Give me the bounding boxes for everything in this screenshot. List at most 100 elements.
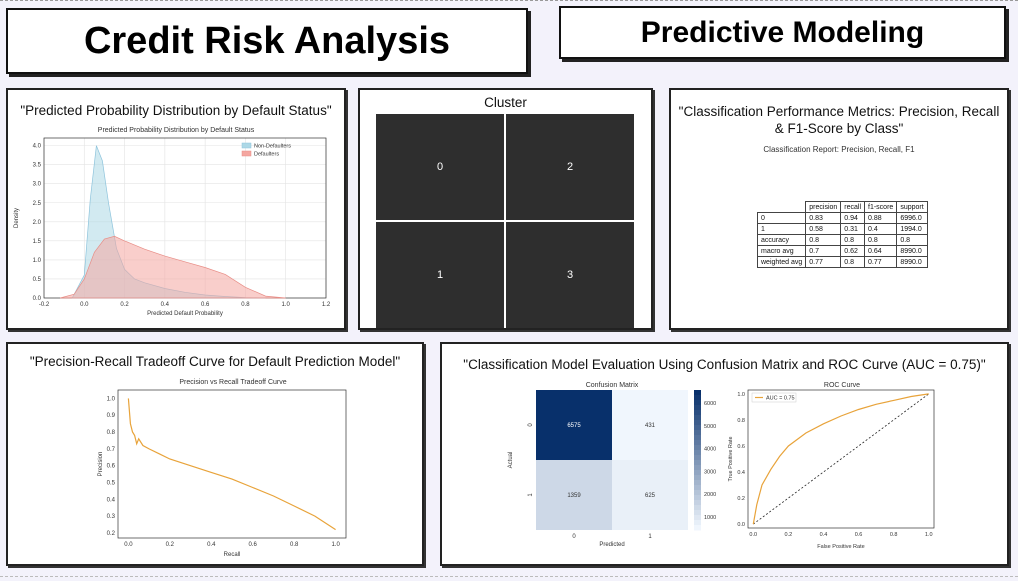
density-x-label: Predicted Default Probability — [147, 311, 223, 317]
y-tick-label: 0.9 — [107, 413, 116, 419]
cluster-heading: Cluster — [484, 95, 527, 110]
cm-chart-title: Confusion Matrix — [586, 382, 639, 389]
density-chart: Predicted Probability Distribution by De… — [14, 127, 331, 317]
roc-chart-title: ROC Curve — [824, 382, 860, 389]
colorbar-segment — [694, 490, 701, 496]
report-heading: "Classification Performance Metrics: Pre… — [678, 104, 1000, 136]
colorbar-segment — [694, 515, 701, 521]
roc-curve-line — [752, 393, 929, 525]
roc-diagonal-line — [753, 393, 929, 525]
roc-legend-label: AUC = 0.75 — [766, 396, 795, 402]
cm-cell — [612, 390, 688, 460]
table-row: weighted avg 0.77 0.8 0.77 8990.0 — [756, 256, 928, 268]
classification-report-table: precision recall f1-score support 0 0.83 0.94 0… — [756, 201, 928, 268]
x-tick-label: 1.0 — [331, 542, 340, 548]
cluster-label: 0 — [436, 161, 444, 173]
y-tick-label: 0.4 — [107, 497, 116, 503]
x-tick-label: 0.4 — [207, 542, 216, 548]
table-cell: 0.77 — [864, 256, 898, 268]
colorbar-segment — [694, 495, 701, 501]
colorbar-segment — [694, 505, 701, 511]
colorbar-segment — [694, 470, 701, 476]
density-panel: "Predicted Probability Distribution by D… — [6, 88, 346, 330]
cm-x-label: Predicted — [599, 542, 624, 548]
cm-cell-value: 1359 — [567, 493, 581, 499]
roc-legend-box — [751, 392, 797, 403]
table-cell: 0.94 — [840, 212, 866, 224]
roc-y-label: True Positive Rate — [728, 436, 734, 481]
legend-label: Non-Defaulters — [254, 144, 291, 150]
x-tick-label: 1.0 — [925, 532, 933, 538]
x-tick-label: 0.8 — [241, 302, 250, 308]
y-tick-label: 0.8 — [737, 418, 745, 424]
table-cell: 0.64 — [864, 245, 898, 257]
report-panel: "Classification Performance Metrics: Pre… — [669, 88, 1009, 330]
cm-cell — [612, 460, 688, 530]
cm-y-tick-label: 1 — [528, 493, 534, 497]
table-cell: 0.7 — [805, 245, 842, 257]
table-header-row: precision recall f1-score support — [758, 201, 928, 213]
x-tick-label: 0.8 — [890, 532, 898, 538]
confusion-matrix-chart: Confusion Matrix 6575 431 1359 625 0 1 0 1 Predic… — [508, 382, 716, 548]
cm-x-tick-label: 0 — [572, 534, 576, 540]
colorbar-segment — [694, 410, 701, 416]
bottom-divider — [0, 576, 1018, 580]
report-chart-title: Classification Report: Precision, Recall… — [763, 145, 915, 154]
colorbar-segment — [694, 500, 701, 506]
table-row: accuracy 0.8 0.8 0.8 0.8 — [756, 234, 928, 246]
cluster-label: 3 — [566, 269, 574, 281]
plot-frame — [117, 389, 347, 539]
x-tick-label: 0.6 — [201, 302, 210, 308]
colorbar-segment — [694, 480, 701, 486]
colorbar-tick-label: 4000 — [704, 447, 716, 453]
x-tick-label: 0.4 — [820, 532, 828, 538]
table-cell: 0.8 — [864, 234, 898, 246]
table-cell: 1 — [756, 223, 807, 235]
colorbar-segment — [694, 430, 701, 436]
table-header-cell: support — [896, 201, 928, 213]
pr-y-label: Precision — [98, 452, 104, 477]
cluster-grid: 0 2 1 3 — [376, 114, 634, 328]
x-tick-label: -0.2 — [39, 302, 50, 308]
table-header-cell — [758, 202, 806, 213]
table-row: 0 0.83 0.94 0.88 6996.0 — [756, 212, 928, 224]
colorbar-segment — [694, 415, 701, 421]
colorbar-segment — [694, 510, 701, 516]
x-tick-label: 0.6 — [249, 542, 258, 548]
dashboard-subtitle: Predictive Modeling — [559, 6, 1006, 59]
table-cell: 8990.0 — [896, 256, 928, 268]
colorbar-segment — [694, 395, 701, 401]
colorbar-segment — [694, 440, 701, 446]
x-tick-label: 0.2 — [785, 532, 793, 538]
table-cell: 0.4 — [864, 223, 898, 235]
colorbar-tick-label: 5000 — [704, 424, 716, 430]
y-tick-label: 0.5 — [33, 277, 42, 283]
pr-chart: Precision vs Recall Tradeoff Curve 0.0 0.2… — [98, 379, 347, 558]
y-tick-label: 1.0 — [107, 396, 116, 402]
y-tick-label: 0.6 — [737, 444, 745, 450]
table-header-cell: recall — [840, 201, 866, 213]
cluster-panel: Cluster 0 2 1 3 — [358, 88, 653, 330]
y-tick-label: 0.2 — [737, 496, 745, 502]
eval-heading: "Classification Model Evaluation Using C… — [463, 357, 986, 372]
x-tick-label: 0.2 — [120, 302, 129, 308]
pr-heading: "Precision-Recall Tradeoff Curve for Def… — [29, 354, 401, 369]
colorbar-segment — [694, 400, 701, 406]
x-tick-label: 0.6 — [855, 532, 863, 538]
roc-chart: ROC Curve 0.0 0.2 0.4 0.6 0.8 1.0 0.0 0.2 0.4 0.6 0… — [728, 382, 935, 550]
eval-panel: "Classification Model Evaluation Using C… — [440, 342, 1009, 566]
plot-frame — [747, 389, 935, 529]
cm-y-label: Actual — [508, 452, 514, 469]
colorbar-segment — [694, 525, 701, 531]
table-cell: 0.88 — [864, 212, 898, 224]
table-cell: 0.8 — [840, 256, 866, 268]
table-cell: weighted avg — [756, 256, 807, 268]
cluster-cell: 2 — [506, 114, 634, 220]
y-tick-label: 0.0 — [737, 522, 745, 528]
colorbar-segment — [694, 485, 701, 491]
colorbar-segment — [694, 475, 701, 481]
cm-cell-value: 431 — [645, 423, 656, 429]
table-cell: 8990.0 — [896, 245, 928, 257]
table-cell: 0.8 — [805, 234, 842, 246]
x-tick-label: 0.0 — [749, 532, 757, 538]
